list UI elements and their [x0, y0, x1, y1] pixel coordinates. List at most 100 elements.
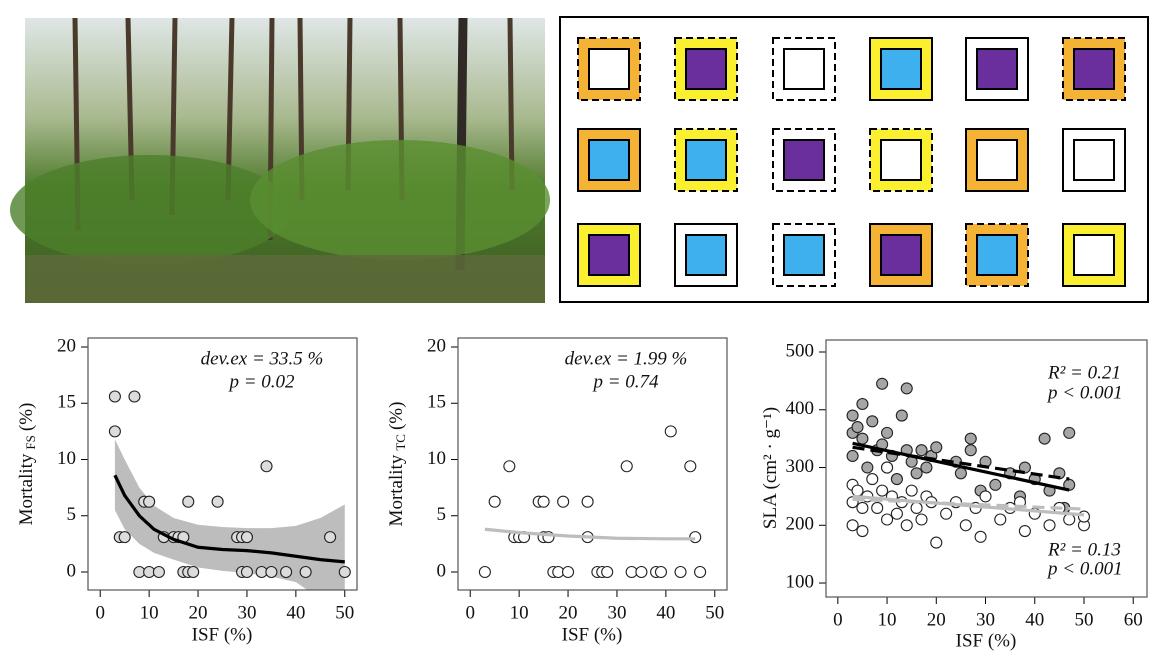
data-point — [930, 441, 943, 454]
data-point — [265, 565, 278, 579]
y-tick-label: 300 — [786, 456, 815, 477]
x-tick-label: 20 — [559, 602, 578, 623]
data-point — [880, 426, 894, 439]
x-tick-label: 30 — [607, 602, 626, 623]
data-point — [856, 432, 869, 445]
data-point — [851, 421, 864, 434]
data-point — [876, 377, 889, 390]
plot-square — [869, 37, 933, 101]
x-tick-label: 0 — [95, 602, 105, 623]
data-point — [915, 444, 928, 457]
annotation: p < 0.001 — [1046, 558, 1123, 579]
x-axis-label: ISF (%) — [562, 624, 623, 645]
x-tick-label: 40 — [286, 602, 305, 623]
treatment-diagram — [559, 16, 1149, 303]
y-tick-label: 5 — [67, 504, 77, 525]
data-point — [280, 565, 293, 579]
annotation: p = 0.74 — [591, 371, 659, 392]
data-point — [846, 409, 859, 422]
x-tick-label: 10 — [878, 609, 897, 630]
y-label-part: SLA (cm² · g⁻¹) — [760, 407, 781, 529]
x-tick-label: 10 — [510, 602, 529, 623]
y-tick-label: 0 — [437, 560, 447, 581]
forest-photo — [10, 17, 550, 303]
data-point — [299, 565, 312, 579]
data-point — [866, 473, 879, 486]
annotation: R² = 0.21 — [1047, 362, 1121, 383]
data-point — [128, 390, 141, 403]
plot-frame — [457, 337, 728, 591]
y-tick-label: 400 — [786, 398, 815, 419]
data-point — [537, 495, 550, 508]
data-point — [964, 432, 977, 445]
x-axis-label: ISF (%) — [956, 630, 1017, 651]
plot-frame — [825, 339, 1148, 598]
y-label-part: (%) — [386, 402, 407, 430]
data-point — [954, 467, 967, 480]
data-point — [581, 495, 594, 508]
x-tick-label: 0 — [833, 609, 843, 630]
data-point — [684, 460, 697, 473]
y-axis-label: SLA (cm² · g⁻¹) — [760, 407, 781, 529]
plot-square — [869, 223, 933, 287]
data-point — [635, 565, 648, 579]
data-point — [846, 449, 859, 463]
data-point — [488, 495, 501, 508]
data-point — [856, 397, 869, 411]
data-point — [930, 536, 943, 549]
plot-square — [772, 37, 836, 101]
data-point — [674, 565, 687, 579]
chart: 0 10 20 30 40 50 0 5 10 15 20 dev.ex = 33.5 %p = 0.… — [16, 335, 358, 645]
data-point — [979, 490, 992, 503]
x-tick-label: 0 — [465, 602, 475, 623]
y-tick-label: 200 — [786, 514, 815, 535]
plot-area — [846, 377, 1091, 549]
data-point — [187, 565, 200, 579]
x-tick-label: 10 — [140, 602, 159, 623]
x-tick-label: 50 — [705, 602, 724, 623]
annotation: p < 0.001 — [1046, 382, 1123, 403]
y-label-part: FS — [23, 435, 38, 449]
y-label-part: Mortality — [386, 454, 407, 526]
fit-line — [113, 474, 345, 564]
data-point — [989, 478, 1002, 491]
data-point — [503, 460, 516, 473]
x-tick-label: 40 — [656, 602, 675, 623]
plot-frame — [87, 337, 358, 591]
y-tick-label: 5 — [437, 504, 447, 525]
chart: 0 10 20 30 40 50 0 5 10 15 20 dev.ex = 1.99 %p = 0.… — [386, 335, 728, 645]
data-point — [871, 501, 884, 514]
data-point — [866, 415, 879, 428]
y-axis-label: Mortality TC (%) — [386, 402, 408, 527]
plot-square — [1062, 223, 1126, 287]
data-point — [910, 467, 923, 480]
data-point — [108, 390, 121, 403]
data-point — [890, 507, 903, 520]
data-point — [1038, 432, 1051, 445]
data-point — [182, 495, 195, 508]
data-point — [890, 473, 903, 486]
data-point — [910, 501, 923, 514]
plot-square — [869, 128, 933, 192]
plot-square — [772, 128, 836, 192]
data-point — [1063, 513, 1076, 526]
y-tick-label: 10 — [57, 448, 76, 469]
x-tick-label: 30 — [237, 602, 256, 623]
x-tick-label: 50 — [1074, 609, 1093, 630]
plot-square — [965, 223, 1029, 287]
plot-area — [478, 425, 707, 579]
fit-line — [852, 445, 1070, 481]
data-point — [118, 531, 131, 544]
data-point — [905, 484, 918, 497]
plot-area — [108, 390, 351, 590]
plot-square — [1062, 37, 1126, 101]
x-tick-label: 20 — [927, 609, 946, 630]
data-point — [940, 507, 953, 520]
data-point — [880, 513, 894, 526]
data-point — [861, 461, 874, 474]
data-point — [1018, 524, 1031, 538]
y-tick-label: 20 — [427, 335, 446, 356]
data-point — [851, 484, 864, 497]
